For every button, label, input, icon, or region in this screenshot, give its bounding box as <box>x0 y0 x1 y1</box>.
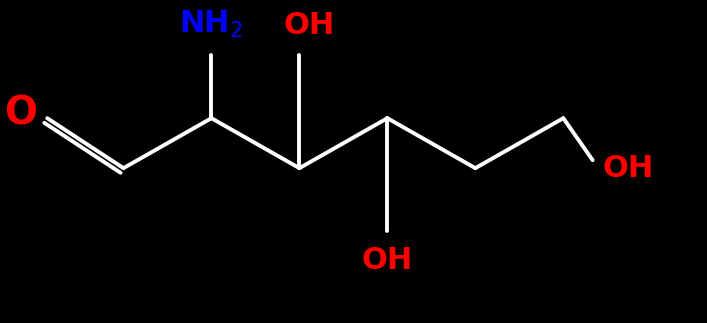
Text: NH$_2$: NH$_2$ <box>180 9 243 40</box>
Text: OH: OH <box>284 11 335 40</box>
Text: OH: OH <box>602 154 654 182</box>
Text: O: O <box>4 94 37 132</box>
Text: OH: OH <box>362 246 413 275</box>
